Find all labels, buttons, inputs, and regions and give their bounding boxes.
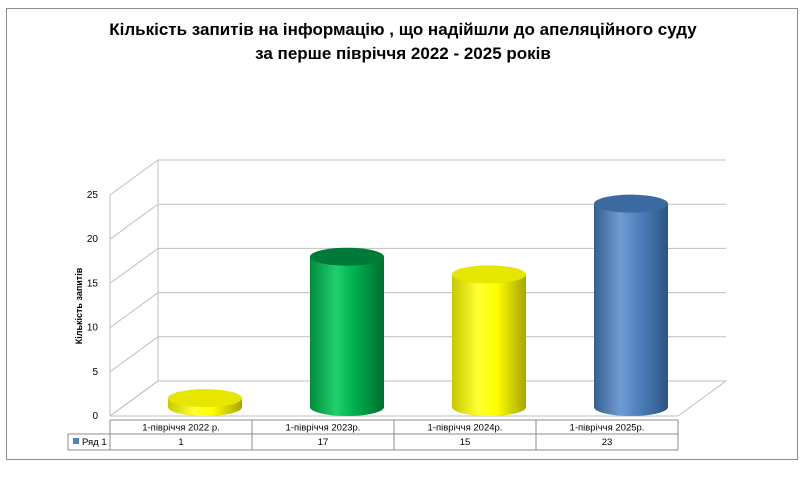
chart-title-block: Кількість запитів на інформацію , що над… bbox=[0, 18, 806, 66]
gridline bbox=[109, 159, 726, 196]
x-tick-label: 1-півріччя 2025р. bbox=[570, 423, 645, 434]
data-label: 1 bbox=[178, 437, 183, 448]
data-label: 23 bbox=[602, 437, 613, 448]
bar bbox=[594, 194, 668, 416]
data-table-value-row bbox=[67, 433, 679, 451]
chart-title: Кількість запитів на інформацію , що над… bbox=[109, 20, 697, 39]
chart-subtitle: за перше півріччя 2022 - 2025 років bbox=[255, 44, 551, 63]
side-wall-edge bbox=[109, 160, 159, 417]
y-axis-label: Кількість запитів bbox=[74, 267, 84, 344]
bar bbox=[452, 265, 526, 416]
data-label: 17 bbox=[318, 437, 329, 448]
legend-swatch bbox=[73, 438, 79, 444]
y-tick-label: 20 bbox=[87, 234, 99, 245]
y-tick-label: 25 bbox=[87, 190, 99, 201]
bar-top bbox=[594, 194, 668, 213]
bar-top bbox=[168, 389, 242, 408]
y-tick-label: 0 bbox=[92, 411, 98, 422]
x-tick-label: 1-півріччя 2023р. bbox=[286, 423, 361, 434]
gridline bbox=[109, 203, 726, 240]
y-tick-label: 5 bbox=[92, 367, 98, 378]
bar bbox=[310, 247, 384, 416]
gridline bbox=[109, 292, 726, 329]
gridline bbox=[109, 380, 726, 417]
x-tick-label: 1-півріччя 2024р. bbox=[428, 423, 503, 434]
gridline bbox=[109, 336, 726, 373]
legend-series-name: Ряд 1 bbox=[82, 437, 107, 448]
y-tick-label: 10 bbox=[87, 323, 99, 334]
data-label: 15 bbox=[460, 437, 471, 448]
bar-body bbox=[310, 256, 384, 416]
bar bbox=[168, 389, 242, 416]
y-tick-label: 15 bbox=[87, 278, 99, 289]
gridline bbox=[109, 247, 726, 284]
bar-top bbox=[452, 265, 526, 284]
bar-body bbox=[452, 274, 526, 416]
x-tick-label: 1-півріччя 2022 р. bbox=[142, 423, 220, 434]
bar-top bbox=[310, 247, 384, 266]
bar-body bbox=[594, 203, 668, 416]
